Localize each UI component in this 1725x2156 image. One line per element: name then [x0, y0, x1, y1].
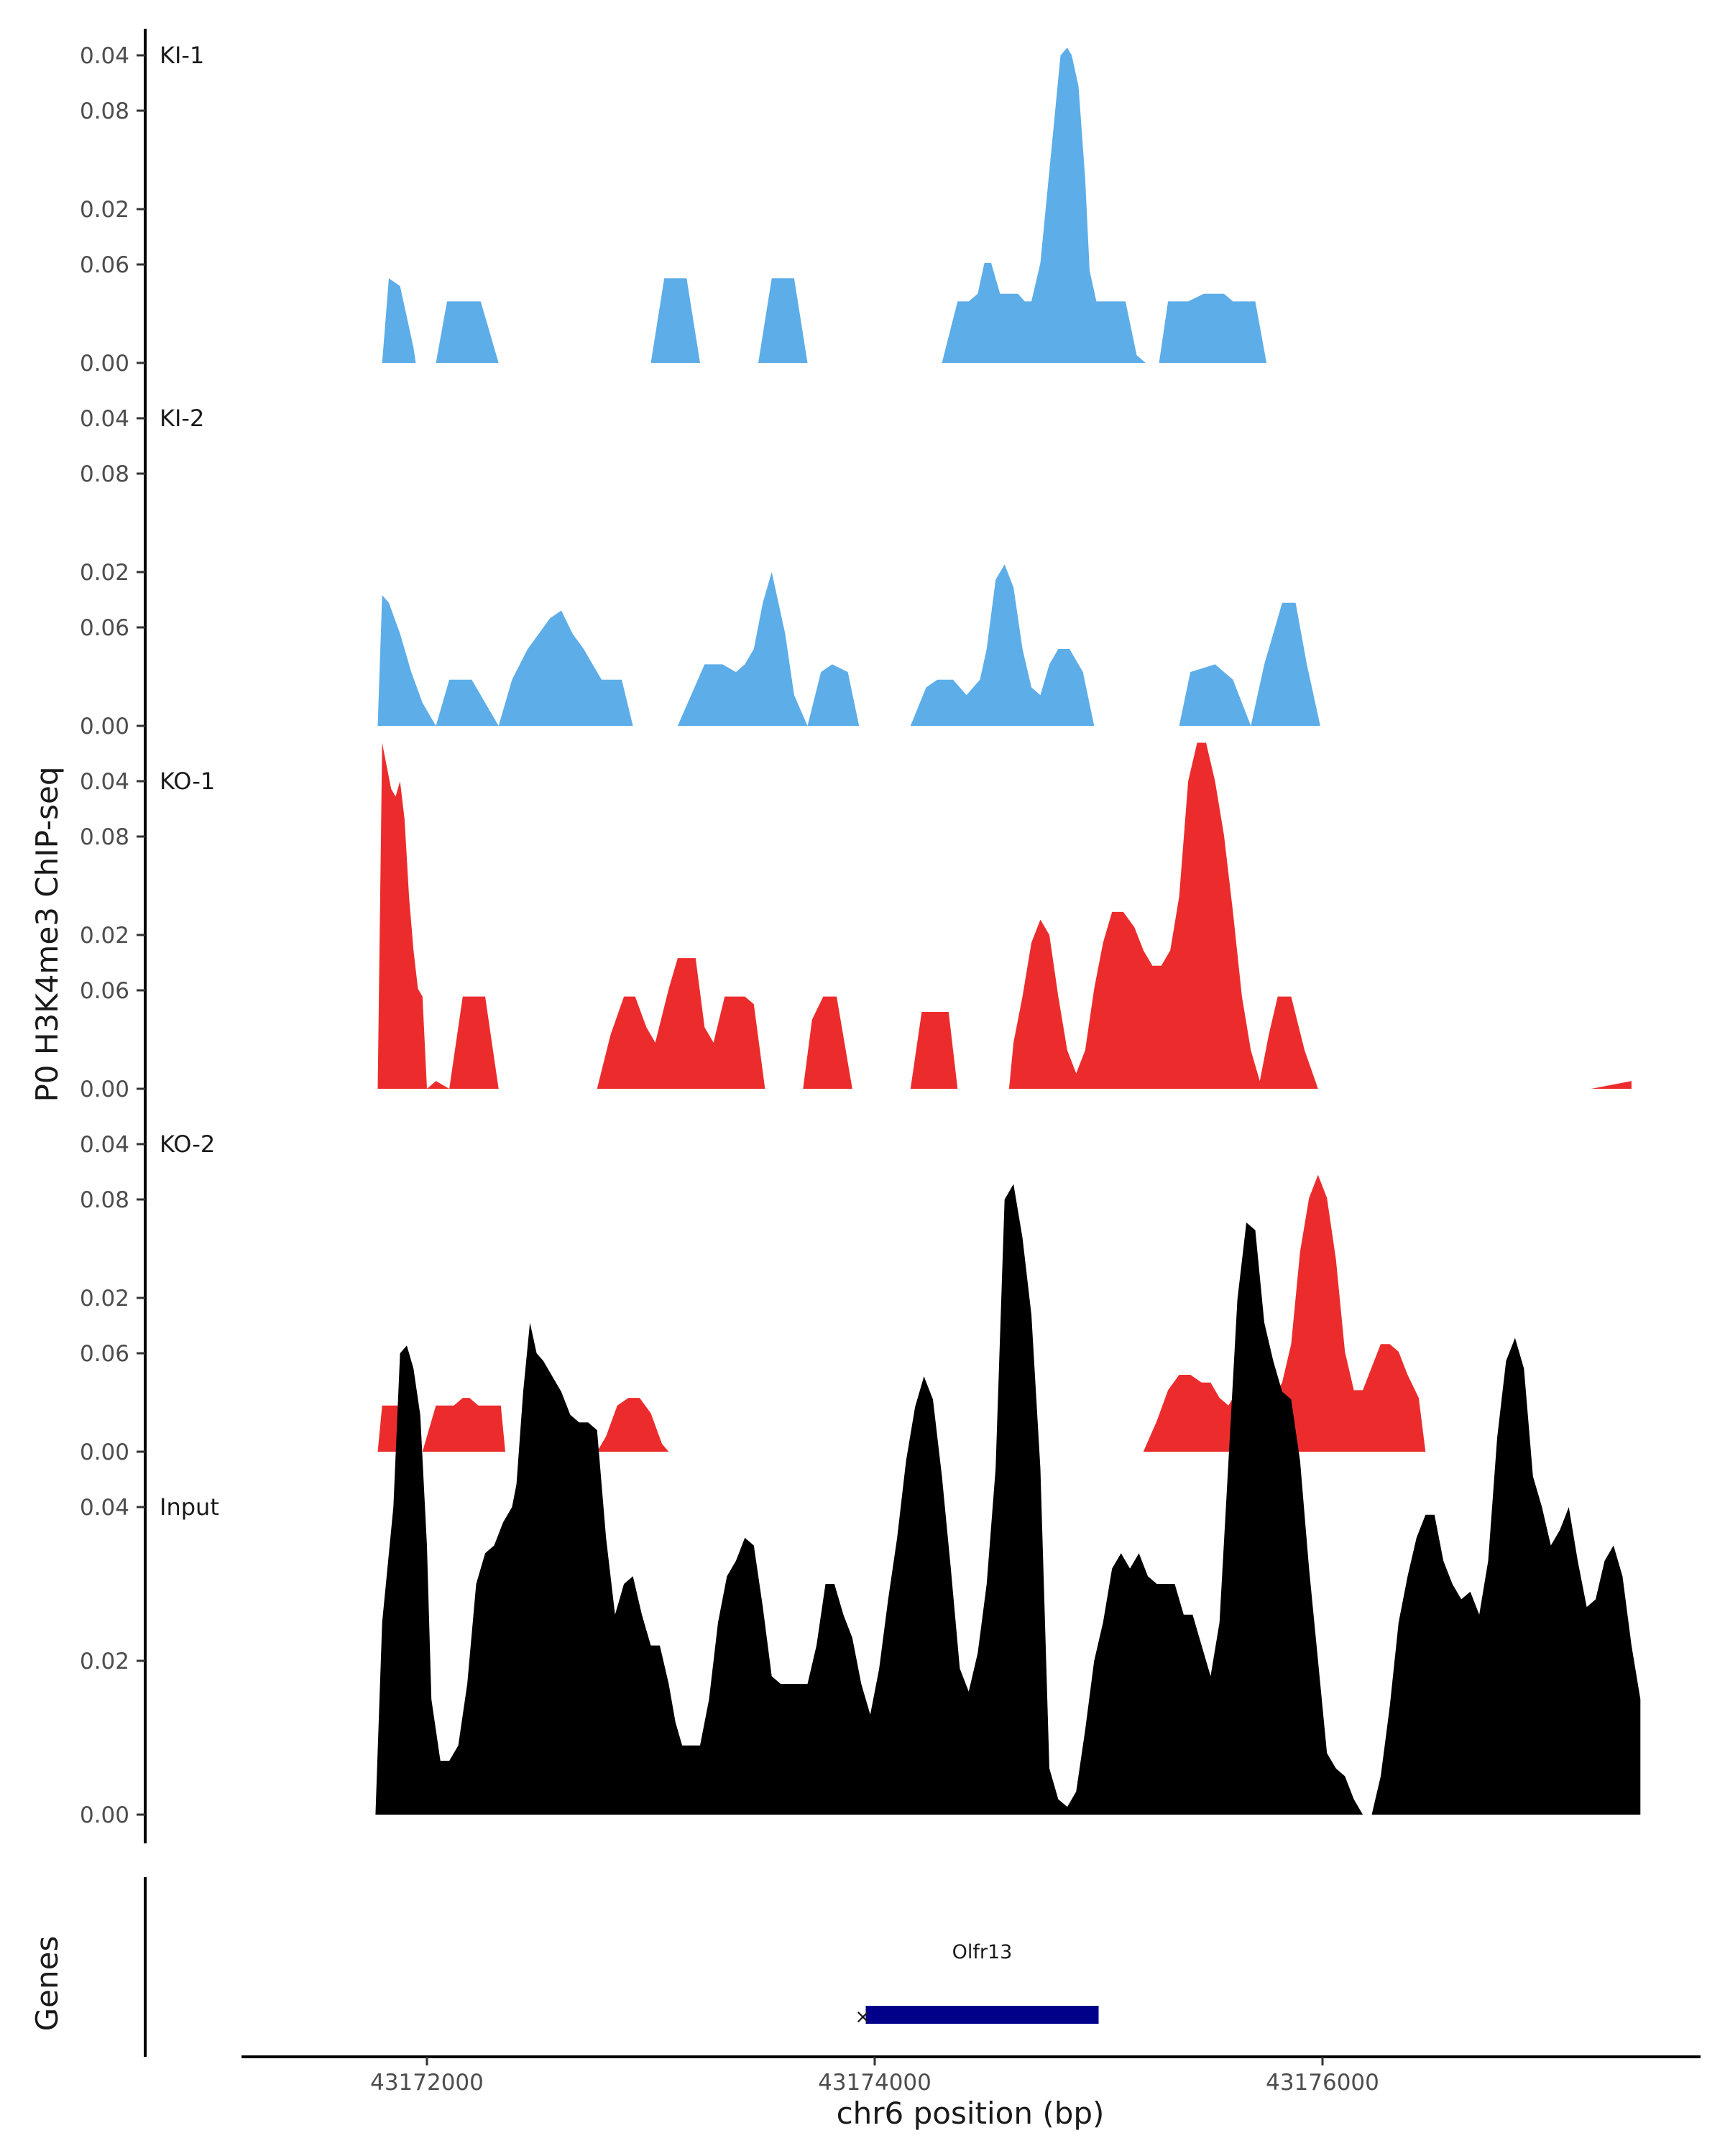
gene-body-olfr13	[865, 2006, 1099, 2024]
y-tick-label: 0.02	[80, 1286, 129, 1312]
x-axis-title: chr6 position (bp)	[837, 2096, 1105, 2131]
y-tick-label: 0.08	[80, 98, 129, 124]
y-tick-label: 0.06	[80, 252, 129, 278]
x-tick-label: 43174000	[818, 2070, 932, 2096]
y-tick-label: 0.02	[80, 923, 129, 949]
y-tick-label: 0.08	[80, 824, 129, 850]
x-tick-label: 43172000	[370, 2070, 484, 2096]
y-tick-label: 0.06	[80, 615, 129, 641]
gene-track: Olfr13 ×	[144, 1877, 1099, 2057]
gene-name-label: Olfr13	[952, 1941, 1013, 1963]
y-tick-label: 0.04	[80, 406, 129, 432]
y-tick-label: 0.00	[80, 1439, 129, 1465]
y-tick-label: 0.04	[80, 1132, 129, 1158]
track-label-ki-2: KI-2	[160, 405, 204, 432]
coverage-tracks: 0.00 0.02 0.04 0.06 0.08 KI-1 0.00 0.02 0.04 0.06…	[80, 29, 1641, 1843]
track-label-input: Input	[160, 1493, 219, 1521]
coverage-area-ki-1	[382, 47, 1292, 364]
track-label-ko-1: KO-1	[160, 768, 215, 795]
track-panel-input: 0.00 0.02 0.04 0.06 0.08 Input	[80, 1184, 1641, 1843]
y-tick-label: 0.04	[80, 43, 129, 69]
track-panel-ki-2: 0.00 0.02 0.04 0.06 0.08 KI-2	[80, 98, 1346, 755]
y-tick-label: 0.00	[80, 714, 129, 740]
track-panel-ko-1: 0.00 0.02 0.04 0.06 0.08 KO-1	[80, 461, 1632, 1118]
y-tick-label: 0.00	[80, 1077, 129, 1102]
coverage-area-ko-1	[377, 742, 1632, 1089]
coverage-area-ki-2	[377, 564, 1346, 726]
coverage-area-ko-2	[377, 1174, 1426, 1452]
y-tick-label: 0.08	[80, 1187, 129, 1213]
coverage-area-input	[375, 1184, 1641, 1815]
x-axis: 43172000 43174000 43176000	[242, 2055, 1701, 2096]
y-tick-label: 0.02	[80, 197, 129, 223]
gene-strand-marker: ×	[855, 2006, 871, 2028]
y-tick-label: 0.02	[80, 1649, 129, 1674]
x-tick-label: 43176000	[1266, 2070, 1379, 2096]
genes-axis-title: Genes	[29, 1936, 65, 2032]
track-label-ki-1: KI-1	[160, 42, 204, 69]
y-tick-label: 0.02	[80, 560, 129, 586]
y-tick-label: 0.00	[80, 351, 129, 377]
track-panel-ki-1: 0.00 0.02 0.04 0.06 0.08 KI-1	[80, 29, 1292, 392]
y-tick-label: 0.06	[80, 1341, 129, 1367]
y-tick-label: 0.04	[80, 1495, 129, 1521]
y-tick-label: 0.06	[80, 978, 129, 1004]
y-axis-title: P0 H3K4me3 ChIP-seq	[29, 766, 65, 1102]
track-label-ko-2: KO-2	[160, 1130, 215, 1158]
track-panel-ko-2: 0.00 0.02 0.04 0.06 0.08 KO-2	[80, 824, 1426, 1480]
y-tick-label: 0.00	[80, 1802, 129, 1828]
y-tick-label: 0.08	[80, 461, 129, 487]
y-tick-label: 0.04	[80, 769, 129, 795]
